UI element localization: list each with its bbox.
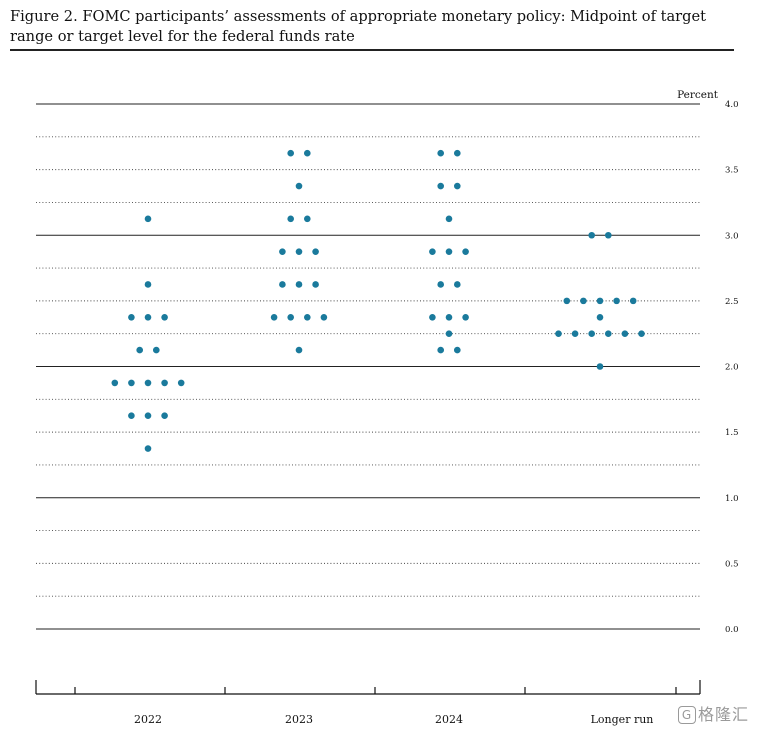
dot-2024: [462, 313, 469, 321]
dot-2023: [312, 248, 319, 255]
dot-longer-run: [571, 330, 579, 337]
watermark-badge: G: [678, 706, 696, 724]
watermark-text: 格隆汇: [698, 705, 750, 724]
dot-2024: [454, 346, 461, 354]
dot-2024: [445, 313, 453, 321]
dot-2022: [153, 346, 160, 354]
gridlines: [36, 103, 700, 630]
dot-longer-run: [588, 231, 595, 239]
dot-longer-run: [638, 330, 645, 337]
y-tick-label: 3.0: [725, 231, 739, 241]
figure-title: Figure 2. FOMC participants’ assessments…: [10, 8, 706, 45]
x-axis: [35, 680, 701, 695]
x-category-labels: 2022 2023 2024 Longer run: [134, 713, 653, 726]
dot-longer-run: [613, 297, 620, 305]
dot-2024: [454, 182, 461, 190]
dot-longer-run: [596, 313, 604, 321]
dot-2023: [312, 281, 319, 288]
dot-2022: [144, 445, 152, 452]
dot-2024: [445, 330, 453, 337]
dot-longer-run: [605, 330, 612, 337]
dot-2022: [161, 379, 168, 387]
x-category-label: 2024: [435, 713, 463, 726]
dot-2023: [295, 182, 303, 190]
dot-2024: [437, 281, 445, 288]
dot-2024: [437, 182, 445, 190]
dot-2023: [304, 149, 311, 157]
dot-2023: [287, 215, 295, 223]
dot-2022: [144, 313, 152, 321]
dot-2024: [454, 149, 461, 157]
dot-2022: [136, 346, 143, 354]
y-tick-label: 2.5: [725, 297, 739, 307]
dot-2022: [177, 379, 185, 387]
x-category-label: 2022: [134, 713, 162, 726]
y-tick-label: 1.5: [725, 428, 739, 438]
dot-2023: [304, 215, 311, 223]
y-tick-label: 3.5: [725, 166, 739, 176]
y-tick-label: 1.0: [725, 494, 739, 504]
dot-2023: [279, 248, 286, 255]
dot-longer-run: [555, 330, 562, 337]
dot-2022: [161, 313, 168, 321]
dot-2022: [161, 412, 168, 420]
dot-longer-run: [563, 297, 571, 305]
dot-2022: [128, 313, 135, 321]
dot-2022: [128, 412, 135, 420]
y-tick-label: 2.0: [725, 363, 739, 373]
dot-longer-run: [596, 363, 604, 370]
dot-2023: [287, 149, 295, 157]
dot-2022: [111, 379, 119, 387]
dot-longer-run: [629, 297, 637, 305]
dot-longer-run: [588, 330, 595, 337]
x-category-label: 2023: [285, 713, 313, 726]
dot-2022: [144, 379, 152, 387]
x-category-label: Longer run: [591, 713, 654, 726]
dot-2024: [454, 281, 461, 288]
dot-2024: [445, 248, 453, 255]
dot-2024: [437, 149, 445, 157]
dot-2022: [144, 412, 152, 420]
dot-2023: [295, 346, 303, 354]
dot-2022: [144, 215, 152, 223]
dot-longer-run: [621, 330, 629, 337]
y-tick-label: 0.0: [725, 625, 739, 635]
watermark-logo: G 格隆汇: [678, 704, 754, 726]
dot-2024: [429, 313, 436, 321]
dot-2023: [304, 313, 311, 321]
dot-2023: [295, 248, 303, 255]
y-axis-unit-label: Percent: [677, 89, 719, 101]
dot-2024: [445, 215, 453, 223]
dot-2022: [144, 281, 152, 288]
dot-longer-run: [580, 297, 587, 305]
y-tick-label: 0.5: [725, 559, 739, 569]
dot-2023: [295, 281, 303, 288]
dots: [111, 149, 645, 452]
y-tick-label: 4.0: [725, 100, 739, 110]
title-rule: [10, 49, 734, 51]
dot-2024: [429, 248, 436, 255]
dot-2022: [128, 379, 135, 387]
dot-longer-run: [596, 297, 604, 305]
dot-2023: [320, 313, 328, 321]
dot-2023: [270, 313, 278, 321]
dot-2023: [279, 281, 286, 288]
dot-2024: [462, 248, 469, 255]
dot-2023: [287, 313, 295, 321]
dot-longer-run: [605, 231, 612, 239]
dot-2024: [437, 346, 445, 354]
y-tick-labels: 0.0 0.5 1.0 1.5 2.0 2.5 3.0 3.5 4.0: [725, 100, 739, 635]
